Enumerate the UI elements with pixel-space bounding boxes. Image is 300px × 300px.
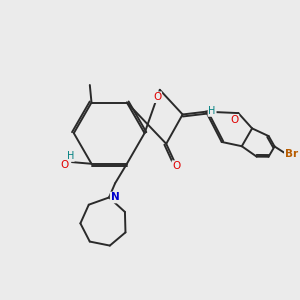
Text: O: O [60, 160, 69, 170]
Text: O: O [230, 115, 238, 125]
Text: H: H [208, 106, 216, 116]
Text: Br: Br [285, 149, 298, 159]
Text: O: O [172, 161, 181, 171]
Text: N: N [111, 193, 119, 202]
Text: O: O [153, 92, 161, 102]
Text: H: H [67, 151, 74, 161]
